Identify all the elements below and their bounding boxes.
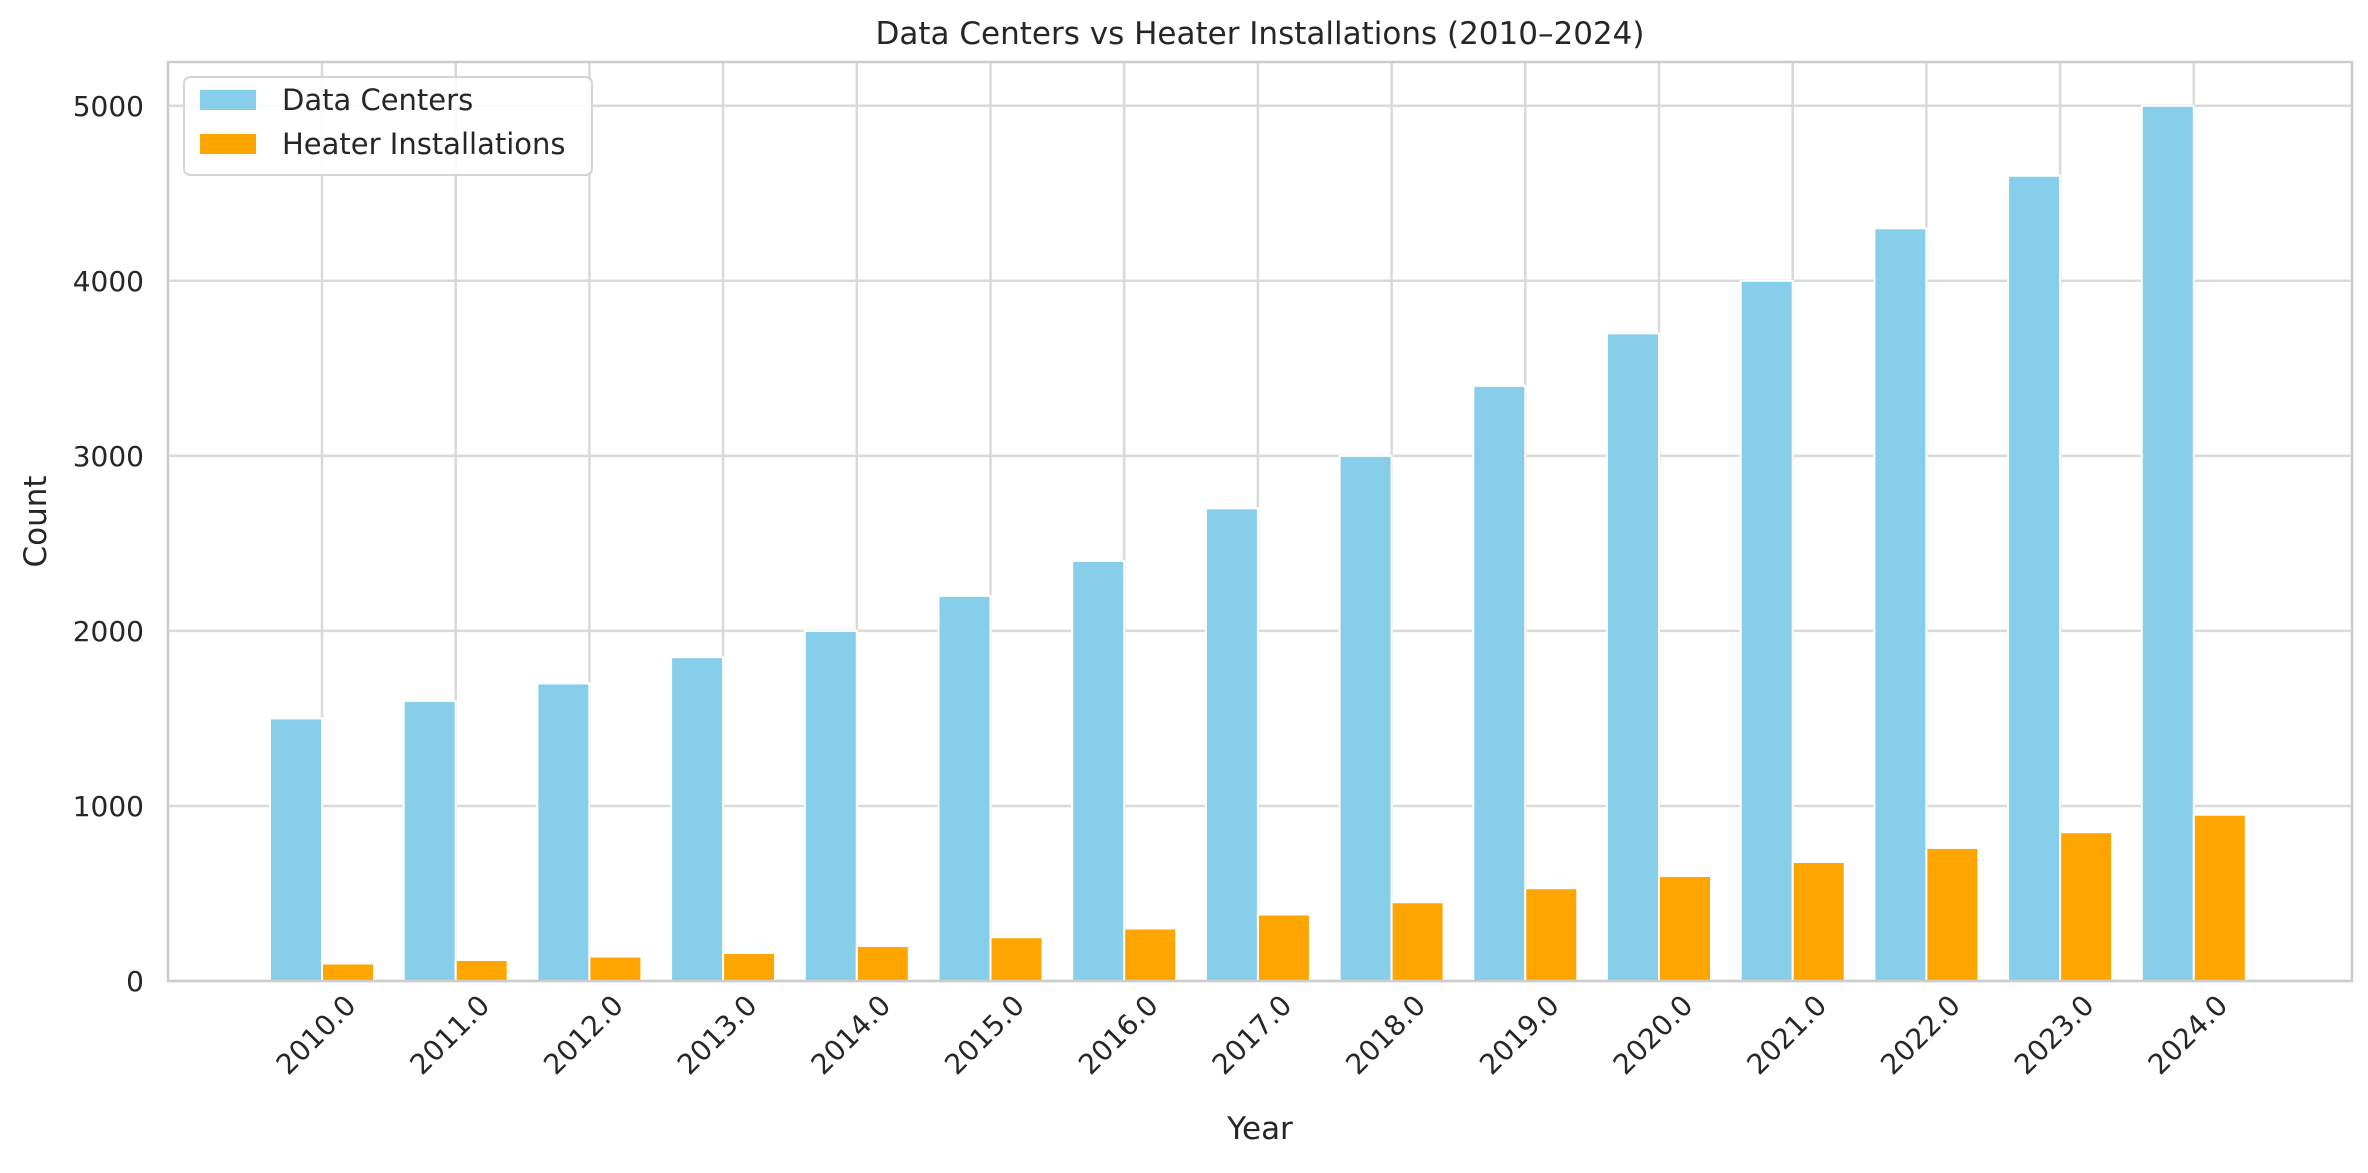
bar-data-centers (1873, 227, 1928, 983)
y-tick-label: 5000 (73, 90, 144, 123)
legend-label: Heater Installations (282, 127, 566, 161)
bar-data-centers (1472, 384, 1527, 983)
plot-frame (166, 60, 2354, 983)
bar-heater-installations (1524, 887, 1579, 982)
x-tick-label: 2010.0 (270, 989, 363, 1082)
x-tick-label: 2014.0 (805, 989, 898, 1082)
bar-heater-installations (1390, 901, 1445, 983)
bar-heater-installations (454, 958, 509, 982)
x-tick-label: 2023.0 (2008, 989, 2101, 1082)
y-axis-label: Count (18, 475, 54, 567)
bar-heater-installations (2192, 813, 2247, 983)
legend-swatch (200, 90, 256, 110)
bar-data-centers (1338, 454, 1393, 983)
bar-heater-installations (1925, 846, 1980, 982)
x-tick-label: 2013.0 (671, 989, 764, 1082)
bar-data-centers (937, 594, 992, 983)
bar-heater-installations (1658, 874, 1712, 983)
bar-heater-installations (855, 944, 910, 983)
x-tick-label: 2011.0 (404, 989, 497, 1082)
x-tick-label: 2019.0 (1473, 989, 1566, 1082)
bar-heater-installations (1123, 927, 1178, 983)
bar-heater-installations (2059, 831, 2114, 983)
bar-data-centers (269, 717, 323, 983)
legend: Data Centers Heater Installations (183, 76, 593, 176)
bar-data-centers (2140, 104, 2195, 982)
x-tick-label: 2016.0 (1072, 989, 1165, 1082)
bar-data-centers (670, 656, 725, 983)
bar-data-centers (1606, 332, 1660, 983)
bar-data-centers (1739, 279, 1794, 982)
legend-label: Data Centers (282, 83, 473, 117)
x-tick-label: 2021.0 (1741, 989, 1834, 1082)
bar-heater-installations (1256, 913, 1311, 983)
bar-heater-installations (722, 951, 777, 982)
bar-heater-installations (321, 962, 375, 983)
bar-data-centers (402, 699, 457, 983)
bar-data-centers (536, 682, 591, 983)
x-tick-label: 2024.0 (2142, 989, 2235, 1082)
x-tick-label: 2015.0 (938, 989, 1031, 1082)
y-tick-label: 3000 (73, 440, 144, 473)
y-tick-label: 2000 (73, 615, 144, 648)
y-tick-label: 4000 (73, 265, 144, 298)
x-tick-label: 2020.0 (1607, 989, 1700, 1082)
bar-data-centers (1071, 559, 1126, 983)
chart-title: Data Centers vs Heater Installations (20… (876, 16, 1645, 52)
x-tick-label: 2022.0 (1874, 989, 1967, 1082)
x-tick-label: 2012.0 (537, 989, 630, 1082)
legend-swatch (200, 134, 256, 154)
x-tick-label: 2017.0 (1206, 989, 1299, 1082)
bar-heater-installations (1791, 860, 1846, 982)
bar-data-centers (803, 629, 858, 983)
bar-heater-installations (588, 955, 643, 983)
legend-box (183, 76, 593, 176)
bar-data-centers (1204, 507, 1259, 982)
bars-layer (269, 104, 2247, 983)
x-tick-label: 2018.0 (1339, 989, 1432, 1082)
y-tick-label: 1000 (73, 790, 144, 823)
y-tick-label: 0 (126, 965, 144, 998)
bar-data-centers (2007, 174, 2062, 982)
bar-heater-installations (989, 936, 1044, 983)
x-axis-label: Year (1226, 1111, 1293, 1147)
